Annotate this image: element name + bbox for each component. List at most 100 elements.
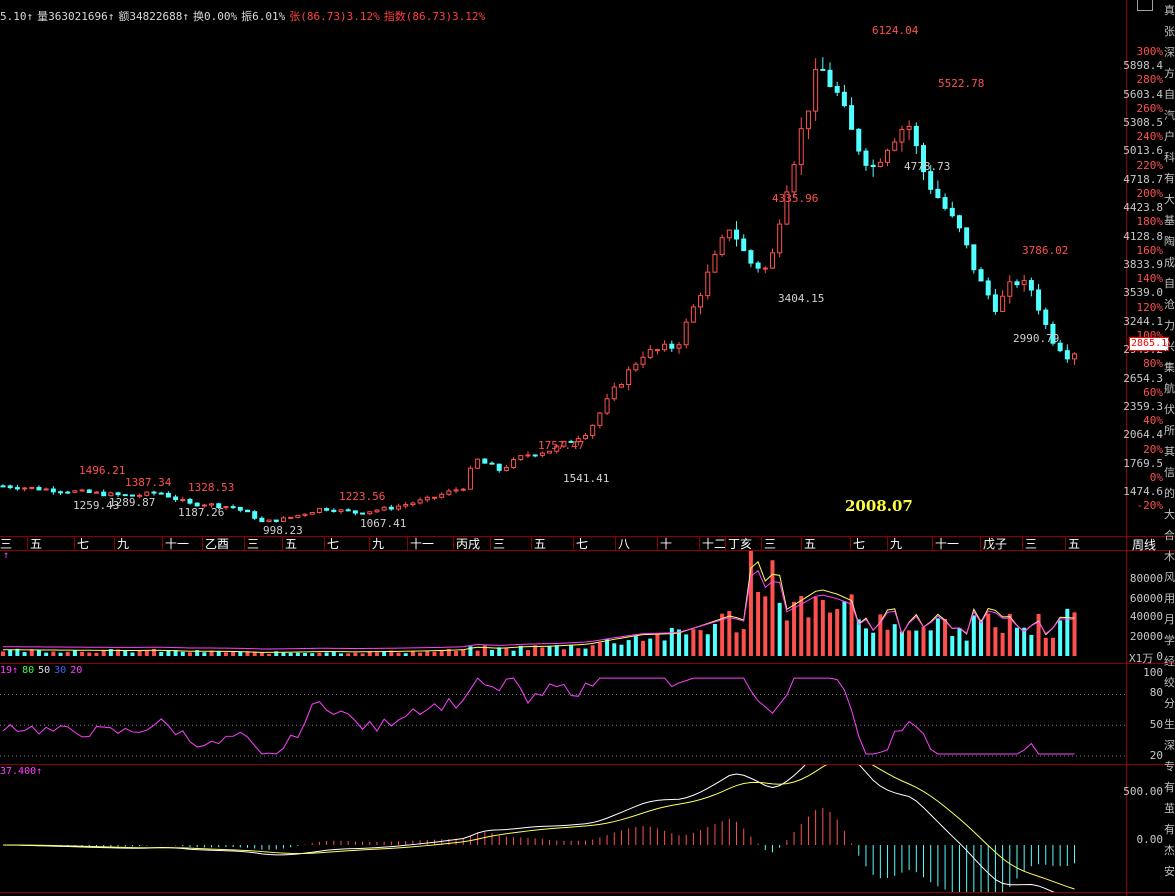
side-strip-char: 风 (1164, 571, 1175, 584)
candle-down (360, 512, 366, 515)
candle-up (654, 349, 660, 352)
price-annotation: 1496.21 (79, 464, 126, 477)
candle-up (626, 369, 632, 386)
volume-bar (281, 652, 286, 656)
side-strip-char: 张 (1164, 25, 1175, 38)
candle-down (1036, 289, 1042, 311)
candle-down (734, 229, 740, 240)
volume-bar (223, 652, 228, 656)
candle-up (29, 486, 35, 489)
volume-bar (540, 647, 545, 656)
volume-bar (475, 650, 480, 656)
volume-ma-short (2, 560, 1075, 653)
axis-pct-label: 300% (1136, 45, 1164, 58)
candle-up (539, 452, 545, 456)
candle-up (712, 253, 718, 273)
candle-down (827, 69, 833, 88)
time-axis-label: 五 (285, 537, 298, 551)
window-corner-button[interactable] (1137, 0, 1153, 11)
side-strip-char: 所 (1164, 424, 1175, 437)
volume-bar (317, 652, 322, 656)
candle-up (201, 504, 207, 507)
time-axis-label: 八 (618, 537, 631, 551)
volume-bar (569, 644, 574, 656)
volume-bar (137, 650, 142, 656)
time-axis-label: 戊子 (983, 537, 1008, 551)
candle-down (187, 498, 193, 504)
candle-up (209, 503, 215, 506)
volume-header: ↑ (3, 550, 10, 561)
volume-chart[interactable] (0, 551, 1126, 663)
price-annotation: 3786.02 (1022, 244, 1069, 257)
axis-pct-label: 220% (1136, 158, 1164, 172)
kdj-header-item: 80 (22, 665, 35, 676)
price-annotation: 1541.41 (563, 472, 610, 485)
volume-bar (15, 648, 20, 656)
time-axis-tick (980, 537, 981, 550)
info-item: 指数(86.73)3.12% (383, 10, 486, 23)
candle-up (554, 445, 560, 452)
volume-bar (518, 645, 523, 656)
candle-up (662, 343, 668, 351)
volume-bar (676, 629, 681, 656)
volume-bar (425, 650, 430, 656)
volume-bar (662, 640, 667, 656)
candle-down (971, 244, 977, 271)
kdj-chart[interactable] (0, 664, 1126, 764)
time-axis-tick (282, 537, 283, 550)
volume-bar (849, 594, 854, 656)
volume-bar (72, 650, 77, 656)
candle-down (935, 188, 941, 199)
kdj-header-item: 19↑ (0, 665, 19, 676)
volume-bar (432, 651, 437, 656)
axis-price-label: 3244.1 (1123, 314, 1163, 328)
volume-bar (784, 620, 789, 656)
kdj-axis-label: 100 (1143, 666, 1163, 679)
volume-bar (87, 652, 92, 656)
kdj-axis-label: 80 (1149, 686, 1163, 699)
candle-down (36, 486, 42, 491)
candle-down (0, 485, 6, 488)
side-strip-char: 真 (1164, 4, 1175, 17)
volume-unit-label: X1万 (1129, 652, 1154, 665)
candle-down (920, 145, 926, 173)
candle-down (1028, 280, 1034, 291)
volume-bar (748, 551, 753, 656)
volume-bar (130, 652, 135, 656)
candle-up (475, 458, 481, 469)
volume-bar (712, 623, 717, 656)
candle-up (108, 492, 114, 497)
volume-bar (252, 651, 257, 656)
volume-bar (108, 649, 113, 656)
macd-dea-line (2, 765, 1075, 890)
kdj-axis-label: 50 (1149, 718, 1163, 731)
candle-up (726, 229, 732, 239)
candle-up (892, 141, 898, 151)
axis-price-label: 5603.4 (1123, 87, 1163, 101)
axis-price-label: 4718.7 (1123, 172, 1163, 186)
time-axis-label: 七 (853, 537, 866, 551)
time-axis-label: 九 (890, 537, 903, 551)
candlestick-chart[interactable] (0, 25, 1126, 535)
volume-bar (295, 652, 300, 656)
time-axis-label: 五 (30, 537, 43, 551)
volume-bar (727, 611, 732, 656)
volume-bar (734, 632, 739, 656)
date-tag: 2008.07 (845, 497, 913, 515)
period-button[interactable]: 周线 (1132, 538, 1157, 552)
time-axis-label: 三 (1025, 537, 1038, 551)
time-axis-tick (453, 537, 454, 550)
time-axis-tick (801, 537, 802, 550)
side-info-strip: 真张深方自汽户科有大基陶成自沧力兴集航伏所其信的大合木风用月学经绞分生深专有茧有… (1164, 0, 1175, 896)
side-strip-char: 大 (1164, 508, 1175, 521)
time-axis-label: 丙戌 (456, 537, 481, 551)
time-axis-tick (615, 537, 616, 550)
macd-chart[interactable] (0, 765, 1126, 892)
volume-bar (770, 560, 775, 656)
candle-up (302, 513, 308, 516)
volume-bar (605, 639, 610, 656)
candle-up (690, 306, 696, 323)
candle-up (503, 466, 509, 471)
axis-pct-label: 0% (1149, 471, 1163, 484)
